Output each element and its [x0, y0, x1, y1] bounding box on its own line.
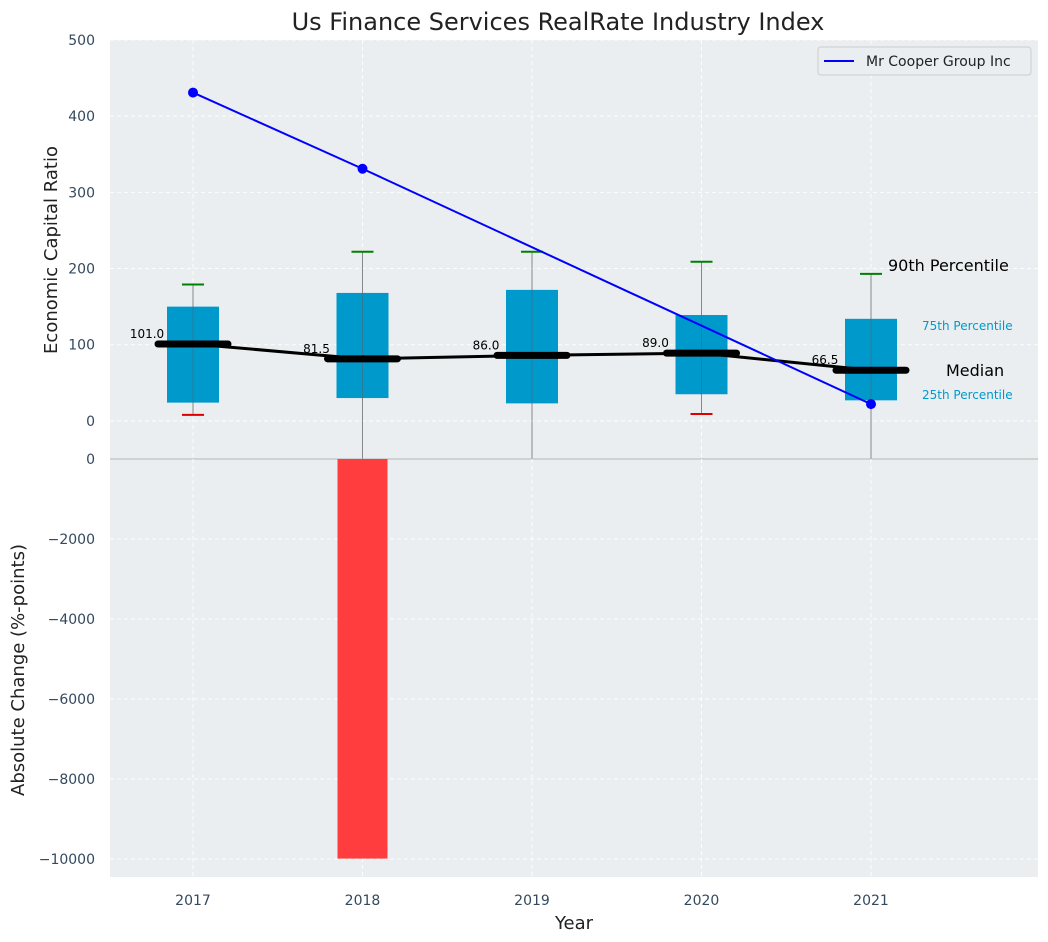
annotation-90th-percentile: 90th Percentile [888, 256, 1009, 275]
company-point-2018 [357, 163, 368, 174]
change-bars [337, 459, 388, 859]
percentile-annotations: 90th Percentile 75th Percentile Median 2… [888, 256, 1013, 402]
x-tick-label-2017: 2017 [175, 893, 211, 909]
legend: Mr Cooper Group Inc [817, 46, 1032, 76]
company-point-2021 [866, 399, 876, 410]
company-point-2017 [188, 87, 198, 98]
annotation-median: Median [946, 361, 1004, 380]
median-label-2021: 66.5 [812, 353, 839, 367]
bottom-panel-y-ticks: 0 −2000 −4000 −6000 −8000 −10000 [39, 452, 95, 868]
boxplot-group [167, 250, 897, 459]
top-y-axis-label: Economic Capital Ratio [41, 146, 62, 354]
top-y-tick-label: 400 [68, 109, 95, 125]
change-bar-2018 [337, 459, 388, 859]
annotation-75th-percentile: 75th Percentile [922, 319, 1013, 333]
chart-title: Us Finance Services RealRate Industry In… [292, 8, 825, 36]
bottom-y-axis-label: Absolute Change (%-points) [8, 544, 29, 796]
bottom-y-tick-label: −8000 [48, 772, 95, 788]
legend-label: Mr Cooper Group Inc [866, 54, 1011, 70]
x-tick-label-2020: 2020 [684, 893, 720, 909]
company-series [188, 87, 876, 410]
x-tick-label-2021: 2021 [853, 893, 889, 909]
median-trend: 101.0 81.5 86.0 89.0 66.5 [130, 327, 910, 374]
median-label-2020: 89.0 [642, 336, 669, 350]
median-label-2019: 86.0 [473, 338, 500, 352]
bottom-panel: 0 −2000 −4000 −6000 −8000 −10000 2017 2018 2019… [8, 452, 1038, 934]
x-axis-label: Year [554, 913, 594, 934]
legend-box [817, 46, 1032, 76]
bottom-y-tick-label: −2000 [48, 532, 95, 548]
bottom-panel-grid [110, 459, 1038, 877]
annotation-25th-percentile: 25th Percentile [922, 388, 1013, 402]
top-panel-y-ticks: 0 100 200 300 400 500 [68, 33, 95, 430]
x-tick-label-2018: 2018 [345, 893, 381, 909]
top-y-tick-label: 500 [68, 33, 95, 49]
top-panel-background [110, 40, 1038, 459]
top-panel: 0 100 200 300 400 500 101.0 81.5 86.0 89.0 66.5 E… [41, 33, 1038, 459]
top-y-tick-label: 100 [68, 338, 95, 354]
x-axis-ticks: 2017 2018 2019 2020 2021 [175, 893, 889, 909]
bottom-y-tick-label: 0 [86, 452, 95, 468]
bottom-panel-background [110, 459, 1038, 877]
median-label-2017: 101.0 [130, 327, 164, 341]
bottom-y-tick-label: −6000 [48, 692, 95, 708]
top-panel-grid [110, 39, 1038, 459]
top-y-tick-label: 0 [86, 414, 95, 430]
median-label-2018: 81.5 [303, 342, 330, 356]
bottom-y-tick-label: −10000 [39, 852, 95, 868]
bottom-y-tick-label: −4000 [48, 612, 95, 628]
top-y-tick-label: 300 [68, 185, 95, 201]
x-tick-label-2019: 2019 [514, 893, 550, 909]
top-y-tick-label: 200 [68, 262, 95, 278]
